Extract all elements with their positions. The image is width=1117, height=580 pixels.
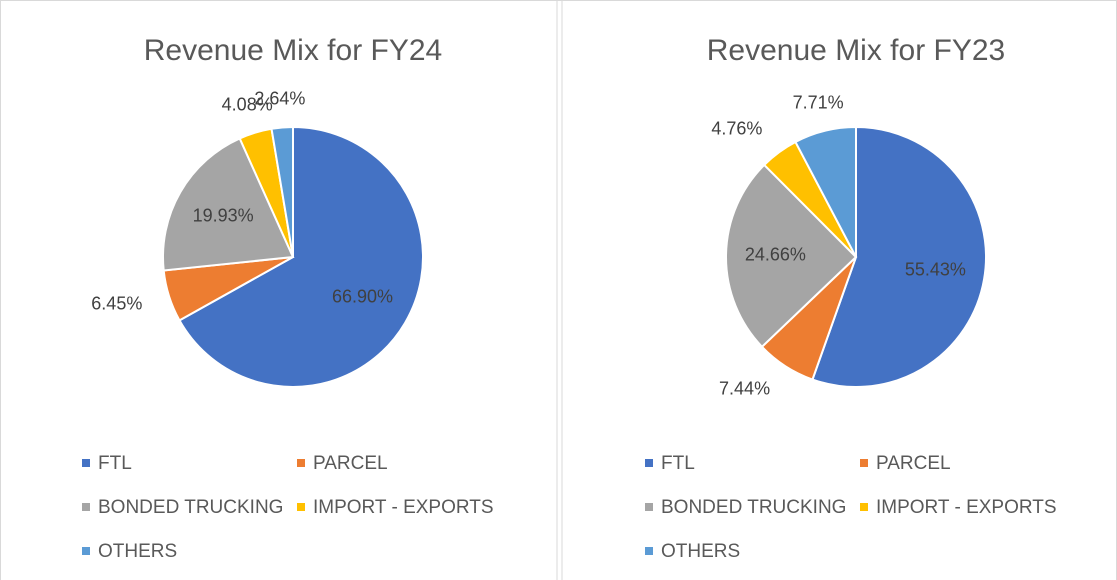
legend-label: OTHERS (98, 541, 177, 562)
legend-label: IMPORT - EXPORTS (313, 497, 494, 518)
legend-swatch (645, 503, 653, 511)
chart-title: Revenue Mix for FY24 (144, 34, 442, 67)
data-label: 2.64% (254, 88, 305, 108)
data-label: 4.08% (222, 95, 273, 115)
pie-slice (794, 125, 857, 258)
legend-label: FTL (661, 453, 695, 474)
legend-label: IMPORT - EXPORTS (876, 497, 1057, 518)
chart-title: Revenue Mix for FY23 (707, 34, 1005, 67)
data-label: 55.43% (905, 259, 966, 279)
legend-label: FTL (98, 453, 132, 474)
pie-slice (178, 125, 424, 388)
data-label: 7.44% (719, 378, 770, 398)
pie-slice (725, 163, 858, 349)
data-label: 7.71% (793, 92, 844, 112)
data-label: 6.45% (91, 293, 142, 313)
data-label: 4.76% (711, 118, 762, 138)
legend-swatch (82, 459, 90, 467)
data-label: 19.93% (193, 206, 254, 226)
legend-label: BONDED TRUCKING (98, 497, 283, 518)
legend-swatch (860, 503, 868, 511)
legend-swatch (82, 547, 90, 555)
legend-swatch (645, 547, 653, 555)
data-label: 66.90% (332, 287, 393, 307)
legend-swatch (82, 503, 90, 511)
pie-slice (270, 125, 294, 258)
pie-slice (811, 125, 987, 388)
legend-label: PARCEL (876, 453, 951, 474)
legend-label: PARCEL (313, 453, 388, 474)
legend-swatch (860, 459, 868, 467)
legend-swatch (297, 459, 305, 467)
legend-label: BONDED TRUCKING (661, 497, 846, 518)
data-label: 24.66% (745, 245, 806, 265)
legend-swatch (297, 503, 305, 511)
legend-swatch (645, 459, 653, 467)
pie-slice (162, 137, 295, 272)
legend-label: OTHERS (661, 541, 740, 562)
